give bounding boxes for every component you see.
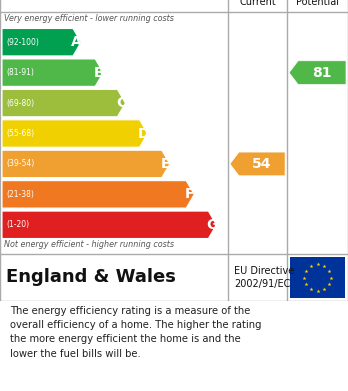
Text: C: C	[116, 96, 126, 110]
Text: (1-20): (1-20)	[6, 220, 29, 229]
Polygon shape	[230, 152, 285, 176]
Text: 81: 81	[312, 66, 332, 80]
Polygon shape	[2, 29, 81, 56]
Text: (55-68): (55-68)	[6, 129, 34, 138]
Text: 54: 54	[252, 157, 272, 171]
Text: Potential: Potential	[296, 0, 339, 7]
Text: (92-100): (92-100)	[6, 38, 39, 47]
Text: Not energy efficient - higher running costs: Not energy efficient - higher running co…	[4, 240, 174, 249]
Text: The energy efficiency rating is a measure of the
overall efficiency of a home. T: The energy efficiency rating is a measur…	[10, 305, 262, 359]
Text: EU Directive
2002/91/EC: EU Directive 2002/91/EC	[234, 265, 294, 289]
Polygon shape	[2, 181, 194, 208]
Text: (69-80): (69-80)	[6, 99, 34, 108]
Text: Current: Current	[239, 0, 276, 7]
Text: D: D	[137, 127, 149, 140]
Text: B: B	[94, 66, 104, 80]
Text: E: E	[161, 157, 170, 171]
Text: F: F	[185, 187, 195, 201]
Polygon shape	[2, 150, 170, 178]
Polygon shape	[2, 120, 148, 147]
Text: A: A	[71, 35, 82, 49]
Text: Very energy efficient - lower running costs: Very energy efficient - lower running co…	[4, 14, 174, 23]
Polygon shape	[2, 59, 103, 86]
Text: (81-91): (81-91)	[6, 68, 34, 77]
Text: England & Wales: England & Wales	[6, 269, 176, 287]
Text: (39-54): (39-54)	[6, 160, 34, 169]
Polygon shape	[289, 61, 346, 84]
Text: (21-38): (21-38)	[6, 190, 34, 199]
Text: G: G	[206, 218, 218, 232]
Polygon shape	[2, 90, 125, 117]
Bar	[290, 257, 345, 298]
Polygon shape	[2, 211, 216, 239]
